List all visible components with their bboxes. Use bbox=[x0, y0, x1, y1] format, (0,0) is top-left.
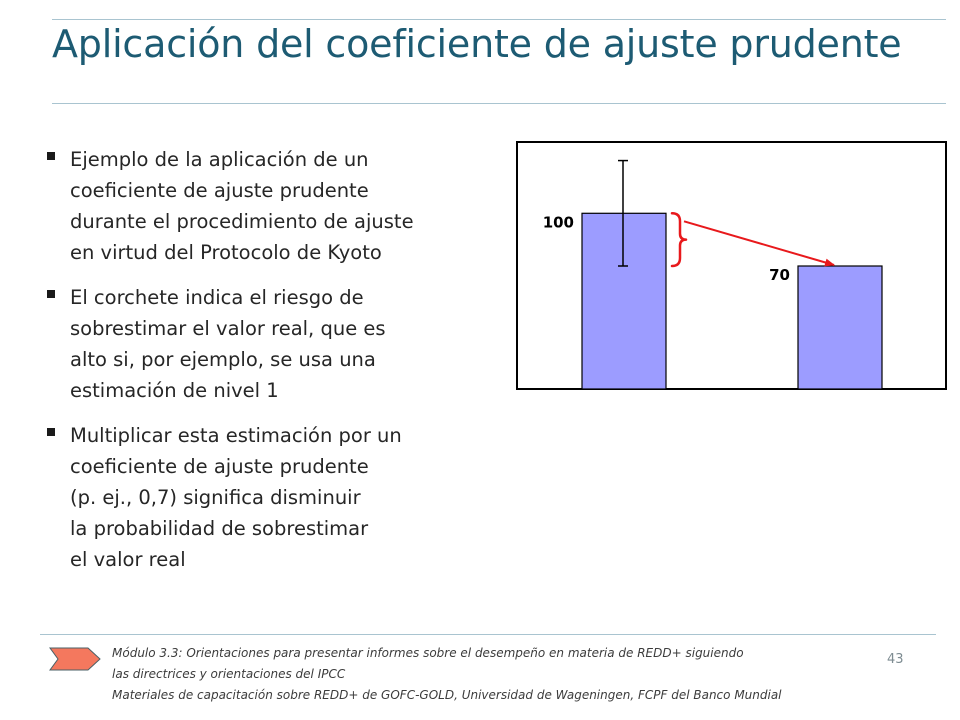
bullet-line: estimación de nivel 1 bbox=[70, 379, 279, 402]
chevron-arrow-icon bbox=[49, 647, 101, 671]
bullet-line: sobrestimar el valor real, que es bbox=[70, 317, 386, 340]
bullet-line: alto si, por ejemplo, se usa una bbox=[70, 348, 376, 371]
square-bullet-icon bbox=[47, 290, 55, 298]
footer-text: Módulo 3.3: Orientaciones para presentar… bbox=[112, 643, 902, 706]
curly-bracket bbox=[670, 212, 688, 268]
slide-title: Aplicación del coeficiente de ajuste pru… bbox=[52, 22, 902, 66]
bullet-line: Multiplicar esta estimación por un bbox=[70, 424, 402, 447]
bullet-line: El corchete indica el riesgo de bbox=[70, 286, 364, 309]
square-bullet-icon bbox=[47, 428, 55, 436]
data-label-first: 100 bbox=[543, 213, 574, 231]
bullet-line: (p. ej., 0,7) significa disminuir bbox=[70, 486, 361, 509]
bar-second bbox=[797, 265, 883, 390]
bullet-line: coeficiente de ajuste prudente bbox=[70, 455, 369, 478]
bullet-line: Ejemplo de la aplicación de un bbox=[70, 148, 369, 171]
footer-line: las directrices y orientaciones del IPCC bbox=[112, 667, 346, 681]
bar-chart: 100 70 bbox=[516, 141, 947, 390]
footer-line: Módulo 3.3: Orientaciones para presentar… bbox=[112, 646, 744, 660]
bullet-line: el valor real bbox=[70, 548, 186, 571]
page-number: 43 bbox=[887, 652, 904, 667]
square-bullet-icon bbox=[47, 152, 55, 160]
footer-line: Materiales de capacitación sobre REDD+ d… bbox=[112, 688, 782, 702]
data-label-second: 70 bbox=[769, 266, 790, 284]
top-rule bbox=[52, 19, 946, 20]
bullet-line: en virtud del Protocolo de Kyoto bbox=[70, 241, 382, 264]
red-arrow bbox=[683, 220, 835, 267]
bullet-line: coeficiente de ajuste prudente bbox=[70, 179, 369, 202]
footer-rule bbox=[40, 634, 936, 635]
bullet-list: Ejemplo de la aplicación de un coeficien… bbox=[46, 144, 506, 589]
title-underline bbox=[52, 103, 946, 104]
bullet-item: El corchete indica el riesgo de sobresti… bbox=[46, 282, 506, 406]
bullet-line: la probabilidad de sobrestimar bbox=[70, 517, 369, 540]
bullet-line: durante el procedimiento de ajuste bbox=[70, 210, 414, 233]
bullet-item: Multiplicar esta estimación por un coefi… bbox=[46, 420, 506, 575]
bullet-item: Ejemplo de la aplicación de un coeficien… bbox=[46, 144, 506, 268]
bar-first bbox=[581, 212, 667, 390]
